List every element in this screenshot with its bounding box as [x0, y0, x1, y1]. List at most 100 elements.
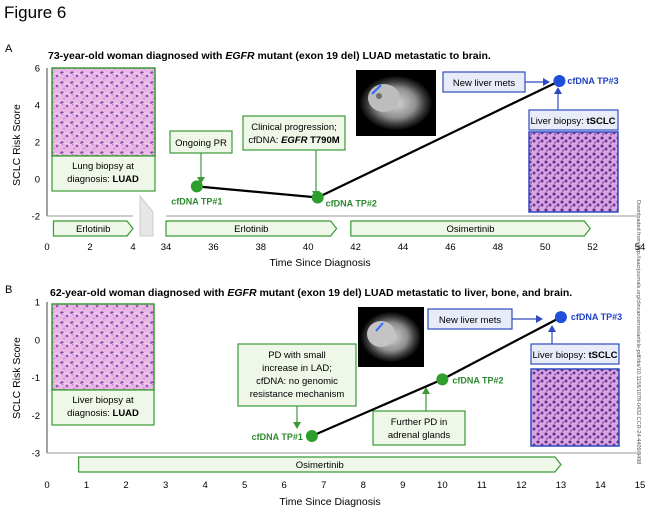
panel-a-therapy-bar [52, 220, 134, 237]
panel-a-timepoint-marker [553, 74, 566, 87]
panel-a-y-tick-label: 6 [35, 64, 40, 75]
panel-a-event-progression [242, 115, 346, 151]
panel-a-axis-break [139, 194, 154, 237]
panel-a-therapy-label: Erlotinib [76, 224, 110, 235]
panel-a-event-new-liver-mets-text: New liver mets [453, 78, 516, 89]
panel-b-y-tick-label: -3 [32, 449, 40, 460]
panel-a-liver-biopsy-image [528, 131, 619, 213]
panel-b-therapy-bars: Osimertinib [78, 456, 562, 473]
panel-a-arrowhead-1 [197, 177, 205, 184]
panel-b-x-tick-label: 9 [400, 480, 405, 491]
panel-b-timepoint-label: cfDNA TP#2 [452, 375, 503, 385]
panel-a-liver-biopsy-caption: Liver biopsy: tSCLC [530, 116, 615, 127]
panel-a-liver-biopsy-caption-box [528, 109, 619, 131]
panel-b-liver-biopsy-diagnosis-image [51, 303, 155, 391]
panel-b-y-tick-label: -1 [32, 373, 40, 384]
panel-b-diagnosis-caption: Liver biopsy at [72, 395, 134, 406]
panel-b-therapy-bar [78, 456, 562, 473]
panel-a-therapy-bar [165, 220, 338, 237]
panel-b-event-text-6: adrenal glands [388, 430, 451, 441]
panel-b-arrowhead-3 [536, 315, 543, 323]
panel-b-x-tick-label: 14 [595, 480, 606, 491]
panel-a-timepoint-label: cfDNA TP#1 [171, 196, 222, 206]
panel-b-x-tick-label: 8 [361, 480, 366, 491]
panel-a-arrowhead-3 [543, 78, 550, 86]
panel-a-label: A [5, 43, 13, 55]
panel-a-y-ticks: -2 0 2 4 6 [32, 64, 40, 223]
panel-b-diagnosis-caption-2: diagnosis: LUAD [67, 408, 139, 419]
panel-b-timepoint-marker [305, 430, 318, 443]
panel-a-event-progression-text: Clinical progression; [251, 122, 337, 133]
panel-a-title: 73-year-old woman diagnosed with EGFR mu… [48, 50, 491, 62]
panel-b-event-text-3: cfDNA: no genomic [256, 376, 338, 387]
panel-a-x-tick-label: 42 [350, 242, 361, 253]
panel-a-y-tick-label: 0 [35, 175, 40, 186]
panel-b-x-tick-label: 4 [202, 480, 207, 491]
panel-b-x-tick-label: 5 [242, 480, 247, 491]
panel-b-arrowhead-2 [422, 387, 430, 394]
panel-a: A 73-year-old woman diagnosed with EGFR … [5, 43, 645, 269]
panel-a-y-tick-label: 2 [35, 138, 40, 149]
panel-a-y-axis-label: SCLC Risk Score [11, 104, 23, 186]
panel-b-timepoint-marker [436, 373, 449, 386]
panel-b-timepoint-marker [554, 311, 567, 324]
panel-a-x-tick-label: 40 [303, 242, 314, 253]
panel-b-event-text-4: resistance mechanism [250, 389, 345, 400]
panel-b-x-tick-label: 1 [84, 480, 89, 491]
panel-b-event-pd-small-increase [237, 343, 357, 407]
panel-a-ct-lesion [376, 93, 382, 99]
panel-a-therapy-label: Erlotinib [234, 224, 268, 235]
panel-b-timepoint-label: cfDNA TP#3 [571, 312, 622, 322]
panel-b-x-tick-label: 7 [321, 480, 326, 491]
panel-b-liver-biopsy-caption-box [530, 343, 620, 365]
panel-b-event-new-liver-mets-text: New liver mets [439, 315, 502, 326]
panel-a-timepoint-label: cfDNA TP#2 [326, 199, 377, 209]
panel-a-x-tick-label: 0 [44, 242, 49, 253]
panel-a-arrowhead-4 [554, 87, 562, 94]
panel-a-x-tick-label: 4 [130, 242, 135, 253]
panel-b-arrowhead-4 [548, 325, 556, 332]
panel-a-x-axis-label: Time Since Diagnosis [269, 257, 370, 269]
panel-b-y-tick-label: -2 [32, 411, 40, 422]
panel-b-timepoint-label: cfDNA TP#1 [252, 432, 303, 442]
panel-b-label: B [5, 284, 12, 296]
panel-a-therapy-bars: Erlotinib Erlotinib Osimertinib [52, 220, 591, 237]
panel-a-therapy-bar [350, 220, 591, 237]
panel-b-x-tick-label: 3 [163, 480, 168, 491]
panel-a-x-tick-label: 2 [87, 242, 92, 253]
panel-a-event-progression-text-2: cfDNA: EGFR T790M [248, 135, 339, 146]
panel-b-liver-biopsy-image [530, 368, 620, 447]
panel-b-x-tick-label: 15 [635, 480, 646, 491]
panel-a-x-tick-label: 38 [256, 242, 267, 253]
panel-a-timepoint-marker [311, 191, 324, 204]
panel-b-x-tick-label: 12 [516, 480, 527, 491]
panel-b-y-axis-label: SCLC Risk Score [11, 337, 23, 419]
panel-b-ct-liver [367, 321, 395, 347]
panel-a-y-tick-label: 4 [35, 101, 40, 112]
panel-a-therapy-label: Osimertinib [447, 224, 495, 235]
panel-a-x-tick-label: 34 [161, 242, 172, 253]
panel-b: B 62-year-old woman diagnosed with EGFR … [5, 284, 645, 508]
panel-b-x-tick-label: 11 [477, 480, 487, 491]
panel-b-event-text-2: increase in LAD; [262, 363, 332, 374]
panel-a-ct-pointer-icon [371, 84, 382, 95]
panel-b-arrowhead-1 [293, 422, 301, 429]
panel-b-x-axis-label: Time Since Diagnosis [279, 496, 380, 508]
panel-b-title: 62-year-old woman diagnosed with EGFR mu… [50, 287, 572, 299]
panel-a-x-tick-label: 54 [635, 242, 646, 253]
panel-b-x-tick-label: 10 [437, 480, 448, 491]
panel-b-x-tick-label: 13 [556, 480, 567, 491]
panel-b-x-ticks: 0 1 2 3 4 5 6 7 8 9 10 11 12 13 14 15 [44, 480, 645, 491]
panel-b-event-text-5: Further PD in [391, 417, 448, 428]
panel-a-x-ticks: 0 2 4 34 36 38 40 42 44 46 48 50 52 54 [44, 242, 645, 253]
panel-a-ct-liver [368, 84, 400, 112]
panel-a-x-tick-label: 46 [445, 242, 456, 253]
panel-b-x-tick-label: 0 [44, 480, 49, 491]
panel-b-x-tick-label: 6 [282, 480, 287, 491]
panel-a-x-tick-label: 52 [587, 242, 598, 253]
panel-a-lung-biopsy-caption-box [51, 155, 156, 192]
panel-b-x-tick-label: 2 [123, 480, 128, 491]
panel-a-timepoint-marker [190, 180, 203, 193]
panel-a-x-tick-label: 36 [208, 242, 219, 253]
